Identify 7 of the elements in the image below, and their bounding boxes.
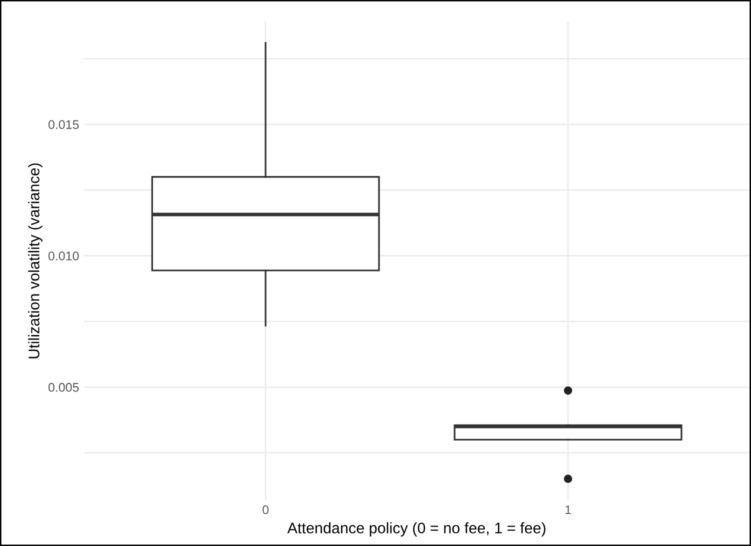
y-axis-title: Utilization volatility (variance) xyxy=(28,163,42,358)
x-tick-label: 0 xyxy=(262,505,269,514)
x-tick-label: 1 xyxy=(566,505,571,514)
y-tick-label: 0.015 xyxy=(48,120,79,129)
x-axis-title: Attendance policy (0 = no fee, 1 = fee) xyxy=(287,522,546,536)
y-tick-label: 0.005 xyxy=(48,382,79,392)
y-tick-label: 0.010 xyxy=(48,252,79,260)
